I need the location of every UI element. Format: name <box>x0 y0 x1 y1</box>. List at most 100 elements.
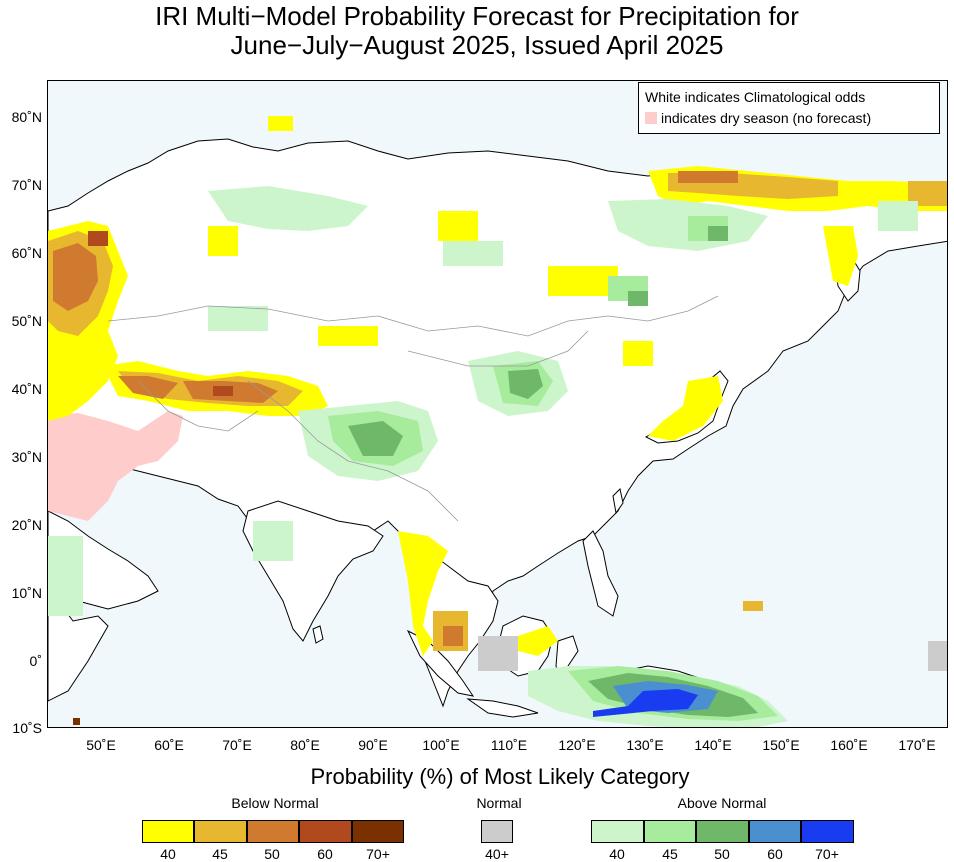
normal-swatch-40 <box>481 820 513 843</box>
border-central-asia <box>137 380 259 432</box>
lon-tick-60e: 60˚E <box>154 737 184 753</box>
above-normal-title: Above Normal <box>677 795 767 811</box>
lon-tick-50e: 50˚E <box>86 737 116 753</box>
below-normal-50-areas <box>53 171 738 646</box>
map-title-line2: June−July−August 2025, Issued April 2025 <box>230 30 724 60</box>
an40-india-west <box>253 521 293 561</box>
bn-swatch-50 <box>247 820 299 843</box>
an50-russia <box>628 291 648 306</box>
dry-season-southwest-asia <box>48 411 183 521</box>
bn40-malaysia <box>518 626 558 656</box>
border-mongolia <box>407 330 589 367</box>
an-label-45: 45 <box>662 846 678 862</box>
an-label-70: 70+ <box>815 846 839 862</box>
philippines <box>582 530 619 617</box>
bn-label-40: 40 <box>160 846 176 862</box>
map-canvas <box>48 116 947 727</box>
normal-40-areas <box>478 636 947 671</box>
lon-tick-160e: 160˚E <box>830 737 868 753</box>
an-label-50: 50 <box>714 846 730 862</box>
bn40-arctic-island <box>268 116 293 131</box>
bn-label-60: 60 <box>317 846 333 862</box>
lon-tick-150e: 150˚E <box>762 737 800 753</box>
border-russia-south <box>107 295 719 337</box>
legend-dry-season: indicates dry season (no forecast) <box>645 110 871 126</box>
lat-tick-10s: 10˚S <box>12 720 42 736</box>
bn40-okhotsk <box>823 226 858 286</box>
lon-tick-70e: 70˚E <box>222 737 252 753</box>
an40-far-east <box>878 201 918 231</box>
bn-label-45: 45 <box>212 846 228 862</box>
java <box>466 698 539 718</box>
an40-mongolia <box>443 241 503 266</box>
an-label-60: 60 <box>767 846 783 862</box>
dry-season-region <box>48 411 183 521</box>
bn40-kazakhstan <box>318 326 378 346</box>
bn40-mongolia <box>548 266 618 296</box>
normal-title: Normal <box>476 795 522 811</box>
bn40-indochina <box>398 531 448 656</box>
bn-label-70: 70+ <box>366 846 390 862</box>
bn40-north-china <box>623 341 653 366</box>
lat-tick-20n: 20˚N <box>11 517 42 533</box>
forecast-map <box>47 80 948 728</box>
bn60-europe <box>88 231 108 246</box>
colorbar-title: Probability (%) of Most Likely Category <box>310 764 690 789</box>
normal-label-40: 40+ <box>485 846 509 862</box>
below-normal-70-areas <box>73 718 80 725</box>
below-normal-60-areas <box>88 231 233 396</box>
lon-tick-90e: 90˚E <box>358 737 388 753</box>
bn-swatch-45 <box>194 820 247 843</box>
bn70-indian-ocean-pixel <box>73 718 80 725</box>
bn40-japan <box>648 376 723 441</box>
bn50-caspian <box>118 376 178 399</box>
an-swatch-40 <box>591 820 644 843</box>
bn50-sumatra <box>443 626 463 646</box>
below-normal-title: Below Normal <box>231 795 319 811</box>
country-borders <box>107 295 719 522</box>
lon-tick-110e: 110˚E <box>490 737 528 753</box>
an50-siberia <box>708 226 728 241</box>
bn50-siberia <box>678 171 738 183</box>
bn-swatch-70 <box>352 820 404 843</box>
legend-climatological-odds: White indicates Climatological odds <box>645 89 866 105</box>
an-label-40: 40 <box>609 846 625 862</box>
bn40-siberia-patch <box>438 211 478 241</box>
lat-tick-10n: 10˚N <box>11 585 42 601</box>
lat-tick-60n: 60˚N <box>11 245 42 261</box>
bn45-borneo-edge <box>743 601 763 611</box>
lat-tick-0: 0˚ <box>29 653 42 669</box>
sri-lanka <box>312 625 324 644</box>
an-swatch-50 <box>696 820 749 843</box>
lon-tick-100e: 100˚E <box>422 737 460 753</box>
an40-kazakhstan <box>208 306 268 331</box>
an-swatch-45 <box>644 820 696 843</box>
bn60-tarim <box>213 386 233 396</box>
lon-tick-120e: 120˚E <box>558 737 596 753</box>
lat-tick-40n: 40˚N <box>11 381 42 397</box>
border-china-west <box>247 380 459 522</box>
bn-swatch-60 <box>299 820 352 843</box>
legend-dry-season-text: indicates dry season (no forecast) <box>661 110 872 126</box>
bn-label-50: 50 <box>264 846 280 862</box>
lon-tick-80e: 80˚E <box>290 737 320 753</box>
lon-tick-140e: 140˚E <box>694 737 732 753</box>
lon-tick-170e: 170˚E <box>898 737 936 753</box>
an50-china <box>508 369 543 399</box>
lat-tick-80n: 80˚N <box>11 109 42 125</box>
an40-siberia <box>208 186 368 231</box>
above-normal-70-areas <box>593 689 698 717</box>
dry-season-swatch <box>645 112 657 124</box>
an50-tibet <box>348 421 403 456</box>
normal-pacific <box>928 641 947 671</box>
map-title-line1: IRI Multi−Model Probability Forecast for… <box>155 1 799 31</box>
normal-borneo <box>478 636 518 671</box>
bn50-europe <box>53 243 98 311</box>
an40-arabia <box>48 536 83 616</box>
map-legend: White indicates Climatological odds indi… <box>638 82 940 134</box>
lon-tick-130e: 130˚E <box>626 737 664 753</box>
an-swatch-70 <box>801 820 854 843</box>
lat-tick-30n: 30˚N <box>11 449 42 465</box>
bn-swatch-40 <box>142 820 194 843</box>
bn40-ural <box>208 226 238 256</box>
